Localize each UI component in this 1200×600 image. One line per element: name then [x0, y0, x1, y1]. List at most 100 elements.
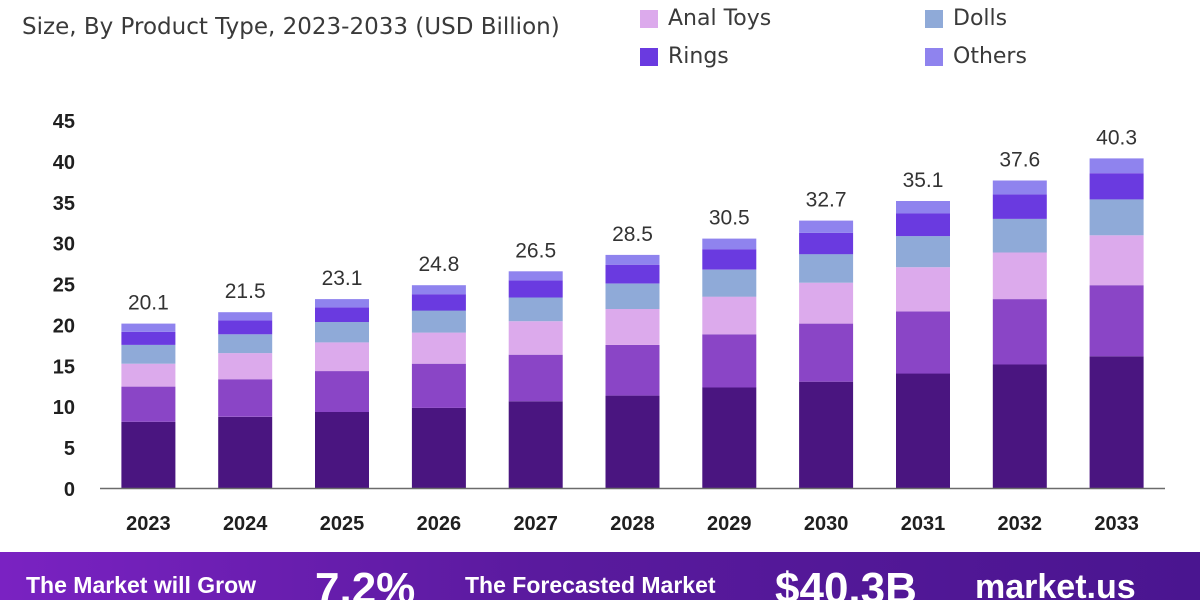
legend-item-anal-toys: Anal Toys	[640, 6, 771, 31]
banner-forecast-label: The Forecasted Market	[465, 572, 716, 598]
bar-segment-2030-series-1	[799, 381, 854, 488]
legend-label-dolls: Dolls	[953, 6, 1008, 31]
bar-segment-2032-others	[992, 180, 1047, 195]
bar-segment-2024-rings	[218, 320, 273, 335]
bar-segment-2025-rings	[315, 307, 369, 322]
bar-segment-2032-anal-toys	[992, 252, 1047, 300]
bar-segment-2031-series-1	[896, 373, 950, 488]
bar-segment-2031-rings	[896, 213, 950, 237]
bar-segment-2023-rings	[121, 331, 176, 345]
bar-segment-2028-series-2	[605, 344, 660, 396]
bar-segment-2025-others	[315, 299, 369, 308]
bar-segment-2023-dolls	[121, 344, 176, 364]
bar-segment-2033-others	[1089, 158, 1144, 174]
total-label-2028: 28.5	[612, 223, 653, 246]
legend-label-anal-toys: Anal Toys	[668, 6, 772, 31]
bar-segment-2033-series-1	[1089, 356, 1144, 488]
x-tick-label-2029: 2029	[707, 513, 752, 535]
bar-segment-2031-others	[896, 201, 950, 214]
y-tick-label: 35	[53, 193, 75, 215]
bar-segment-2032-rings	[992, 194, 1047, 219]
x-tick-label-2024: 2024	[223, 513, 268, 535]
bars-group: 20.1 21.5 23.1 24.8 26.5 28.5 30.5 32.7 35.1 37.6…	[121, 126, 1144, 488]
bar-segment-2023-others	[121, 323, 176, 332]
bar-segment-2026-others	[411, 285, 466, 295]
brand-logo: market.us	[975, 568, 1136, 600]
bar-segment-2024-anal-toys	[218, 353, 273, 380]
bar-segment-2032-dolls	[992, 219, 1047, 253]
legend-label-others: Others	[953, 44, 1027, 69]
y-axis: 0 5 10 15 20 25 30 35 40 45	[53, 111, 75, 501]
bar-segment-2027-series-2	[508, 354, 563, 402]
legend-item-others: Others	[925, 44, 1027, 69]
total-label-2023: 20.1	[128, 292, 169, 315]
x-tick-label-2028: 2028	[610, 513, 655, 535]
total-label-2026: 24.8	[418, 253, 459, 276]
bar-segment-2029-others	[702, 238, 757, 250]
bar-segment-2031-dolls	[896, 236, 950, 268]
y-tick-label: 10	[53, 397, 75, 419]
legend-item-rings: Rings	[640, 44, 729, 69]
bar-segment-2030-rings	[799, 232, 854, 255]
bar-segment-2024-series-1	[218, 416, 273, 488]
x-tick-label-2032: 2032	[998, 513, 1043, 535]
total-label-2025: 23.1	[322, 267, 363, 290]
x-tick-label-2026: 2026	[417, 513, 462, 535]
bar-segment-2028-rings	[605, 264, 660, 284]
bar-segment-2033-rings	[1089, 173, 1144, 200]
y-tick-label: 45	[53, 111, 75, 133]
chart-subtitle: Size, By Product Type, 2023-2033 (USD Bi…	[22, 14, 560, 40]
bar-segment-2027-dolls	[508, 297, 563, 322]
legend-swatch-anal-toys	[640, 9, 658, 28]
bar-segment-2024-others	[218, 312, 273, 321]
total-label-2027: 26.5	[515, 239, 556, 262]
bar-segment-2026-series-1	[411, 407, 466, 488]
bar-segment-2025-dolls	[315, 322, 369, 343]
footer-banner: The Market will Grow 7.2% The Forecasted…	[0, 552, 1200, 600]
x-tick-label-2033: 2033	[1094, 513, 1139, 535]
bar-segment-2026-rings	[411, 294, 466, 311]
x-tick-label-2027: 2027	[513, 513, 558, 535]
bar-segment-2033-anal-toys	[1089, 235, 1144, 286]
bar-segment-2032-series-2	[992, 299, 1047, 365]
bar-segment-2023-anal-toys	[121, 363, 176, 387]
bar-segment-2029-rings	[702, 249, 757, 270]
legend-swatch-others	[925, 47, 943, 66]
bar-segment-2026-dolls	[411, 310, 466, 333]
bar-segment-2024-dolls	[218, 334, 273, 354]
bar-segment-2031-anal-toys	[896, 267, 950, 312]
y-tick-label: 15	[53, 356, 75, 378]
bar-segment-2028-anal-toys	[605, 308, 660, 345]
total-label-2031: 35.1	[903, 169, 944, 192]
total-label-2030: 32.7	[806, 189, 847, 212]
bar-segment-2031-series-2	[896, 311, 950, 374]
x-axis: 2023 2024 2025 2026 2027 2028 2029 2030 2031 2032…	[100, 487, 1165, 535]
legend-item-dolls: Dolls	[925, 6, 1007, 31]
total-label-2033: 40.3	[1096, 126, 1137, 149]
y-tick-label: 0	[64, 479, 75, 501]
total-label-2024: 21.5	[225, 280, 266, 303]
total-label-2029: 30.5	[709, 207, 750, 230]
legend-swatch-dolls	[925, 9, 943, 28]
y-tick-label: 5	[64, 438, 75, 460]
bar-segment-2027-series-1	[508, 401, 563, 488]
banner-growth-value: 7.2%	[315, 564, 416, 600]
bar-segment-2029-series-1	[702, 387, 757, 488]
bar-segment-2024-series-2	[218, 379, 273, 417]
bar-segment-2028-dolls	[605, 283, 660, 309]
bar-segment-2029-anal-toys	[702, 296, 757, 335]
bar-segment-2032-series-1	[992, 364, 1047, 488]
banner-growth-label: The Market will Grow	[26, 572, 257, 598]
x-tick-label-2030: 2030	[804, 513, 849, 535]
bar-segment-2030-anal-toys	[799, 282, 854, 324]
y-tick-label: 40	[53, 152, 75, 174]
bar-segment-2027-others	[508, 271, 563, 281]
bar-segment-2025-series-1	[315, 411, 369, 488]
x-tick-label-2023: 2023	[126, 513, 171, 535]
bar-segment-2027-anal-toys	[508, 321, 563, 355]
bar-segment-2026-series-2	[411, 363, 466, 408]
bar-segment-2025-anal-toys	[315, 342, 369, 371]
bar-segment-2023-series-2	[121, 386, 176, 422]
bar-segment-2030-others	[799, 220, 854, 233]
